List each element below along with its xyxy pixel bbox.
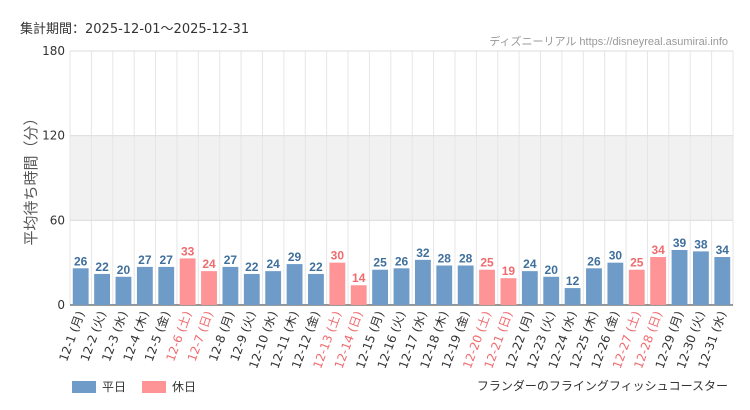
bar bbox=[222, 266, 239, 305]
data-label: 28 bbox=[438, 251, 452, 265]
data-label: 34 bbox=[651, 243, 665, 257]
data-label: 26 bbox=[587, 254, 601, 268]
data-label: 29 bbox=[288, 250, 302, 264]
bar bbox=[500, 278, 517, 305]
data-label: 14 bbox=[352, 271, 366, 285]
bar bbox=[586, 268, 602, 305]
bar bbox=[94, 273, 110, 305]
bar bbox=[136, 266, 153, 305]
y-tick-label: 120 bbox=[42, 129, 65, 143]
bar bbox=[414, 259, 431, 305]
data-label: 30 bbox=[331, 249, 345, 263]
legend-swatch-weekday bbox=[72, 380, 96, 393]
bar bbox=[671, 249, 688, 305]
data-label: 22 bbox=[309, 260, 323, 274]
data-label: 24 bbox=[202, 257, 216, 271]
shaded-band bbox=[70, 135, 733, 221]
data-label: 26 bbox=[74, 254, 88, 268]
legend-item-weekday: 平日 bbox=[72, 378, 126, 395]
y-tick-label: 0 bbox=[57, 298, 65, 312]
data-label: 19 bbox=[502, 264, 516, 278]
bar bbox=[372, 269, 389, 305]
data-label: 38 bbox=[694, 237, 708, 251]
bar bbox=[201, 271, 217, 305]
legend-label-weekday: 平日 bbox=[102, 380, 127, 394]
bar bbox=[72, 268, 89, 305]
bar bbox=[457, 265, 474, 305]
attraction-name: フランダーのフライングフィッシュコースター bbox=[476, 379, 728, 393]
data-label: 34 bbox=[716, 243, 730, 257]
y-axis-label: 平均待ち時間（分） bbox=[22, 110, 40, 245]
bar bbox=[350, 285, 367, 305]
bar bbox=[628, 269, 645, 305]
data-label: 32 bbox=[416, 246, 430, 260]
bar bbox=[308, 273, 324, 305]
data-label: 24 bbox=[523, 257, 537, 271]
legend-item-holiday: 休日 bbox=[142, 378, 196, 395]
bar bbox=[521, 271, 538, 305]
bar bbox=[393, 268, 410, 305]
data-label: 30 bbox=[609, 249, 623, 263]
bar bbox=[479, 269, 495, 305]
data-label: 28 bbox=[459, 251, 473, 265]
bar bbox=[329, 262, 346, 305]
bar bbox=[650, 257, 667, 305]
data-label: 27 bbox=[224, 253, 238, 267]
data-label: 25 bbox=[480, 256, 494, 270]
bar bbox=[564, 288, 581, 305]
bar bbox=[243, 273, 260, 305]
bar bbox=[714, 257, 731, 305]
bar bbox=[265, 271, 282, 305]
bar bbox=[693, 251, 709, 305]
data-label: 12 bbox=[566, 274, 580, 288]
data-label: 27 bbox=[138, 253, 152, 267]
bar bbox=[286, 264, 303, 305]
data-label: 33 bbox=[181, 244, 195, 258]
data-label: 26 bbox=[395, 254, 409, 268]
data-label: 22 bbox=[245, 260, 259, 274]
bar bbox=[543, 276, 560, 305]
bar bbox=[179, 258, 196, 305]
data-label: 27 bbox=[160, 253, 174, 267]
legend-swatch-holiday bbox=[142, 380, 167, 393]
bar bbox=[607, 262, 624, 305]
bar bbox=[158, 266, 175, 305]
data-label: 25 bbox=[373, 256, 387, 270]
data-label: 39 bbox=[673, 236, 687, 250]
y-tick-label: 180 bbox=[42, 44, 65, 58]
bar bbox=[115, 276, 132, 305]
legend: 平日 休日 bbox=[72, 378, 212, 395]
data-label: 24 bbox=[266, 257, 280, 271]
data-label: 20 bbox=[545, 263, 559, 277]
bar bbox=[436, 265, 453, 305]
y-tick-label: 60 bbox=[50, 213, 65, 227]
source-credit: ディズニーリアル https://disneyreal.asumirai.inf… bbox=[489, 36, 728, 48]
collection-period: 集計期間：2025-12-01〜2025-12-31 bbox=[20, 22, 250, 37]
data-label: 22 bbox=[95, 260, 109, 274]
data-label: 25 bbox=[630, 256, 644, 270]
legend-label-holiday: 休日 bbox=[172, 380, 197, 394]
data-label: 20 bbox=[117, 263, 131, 277]
